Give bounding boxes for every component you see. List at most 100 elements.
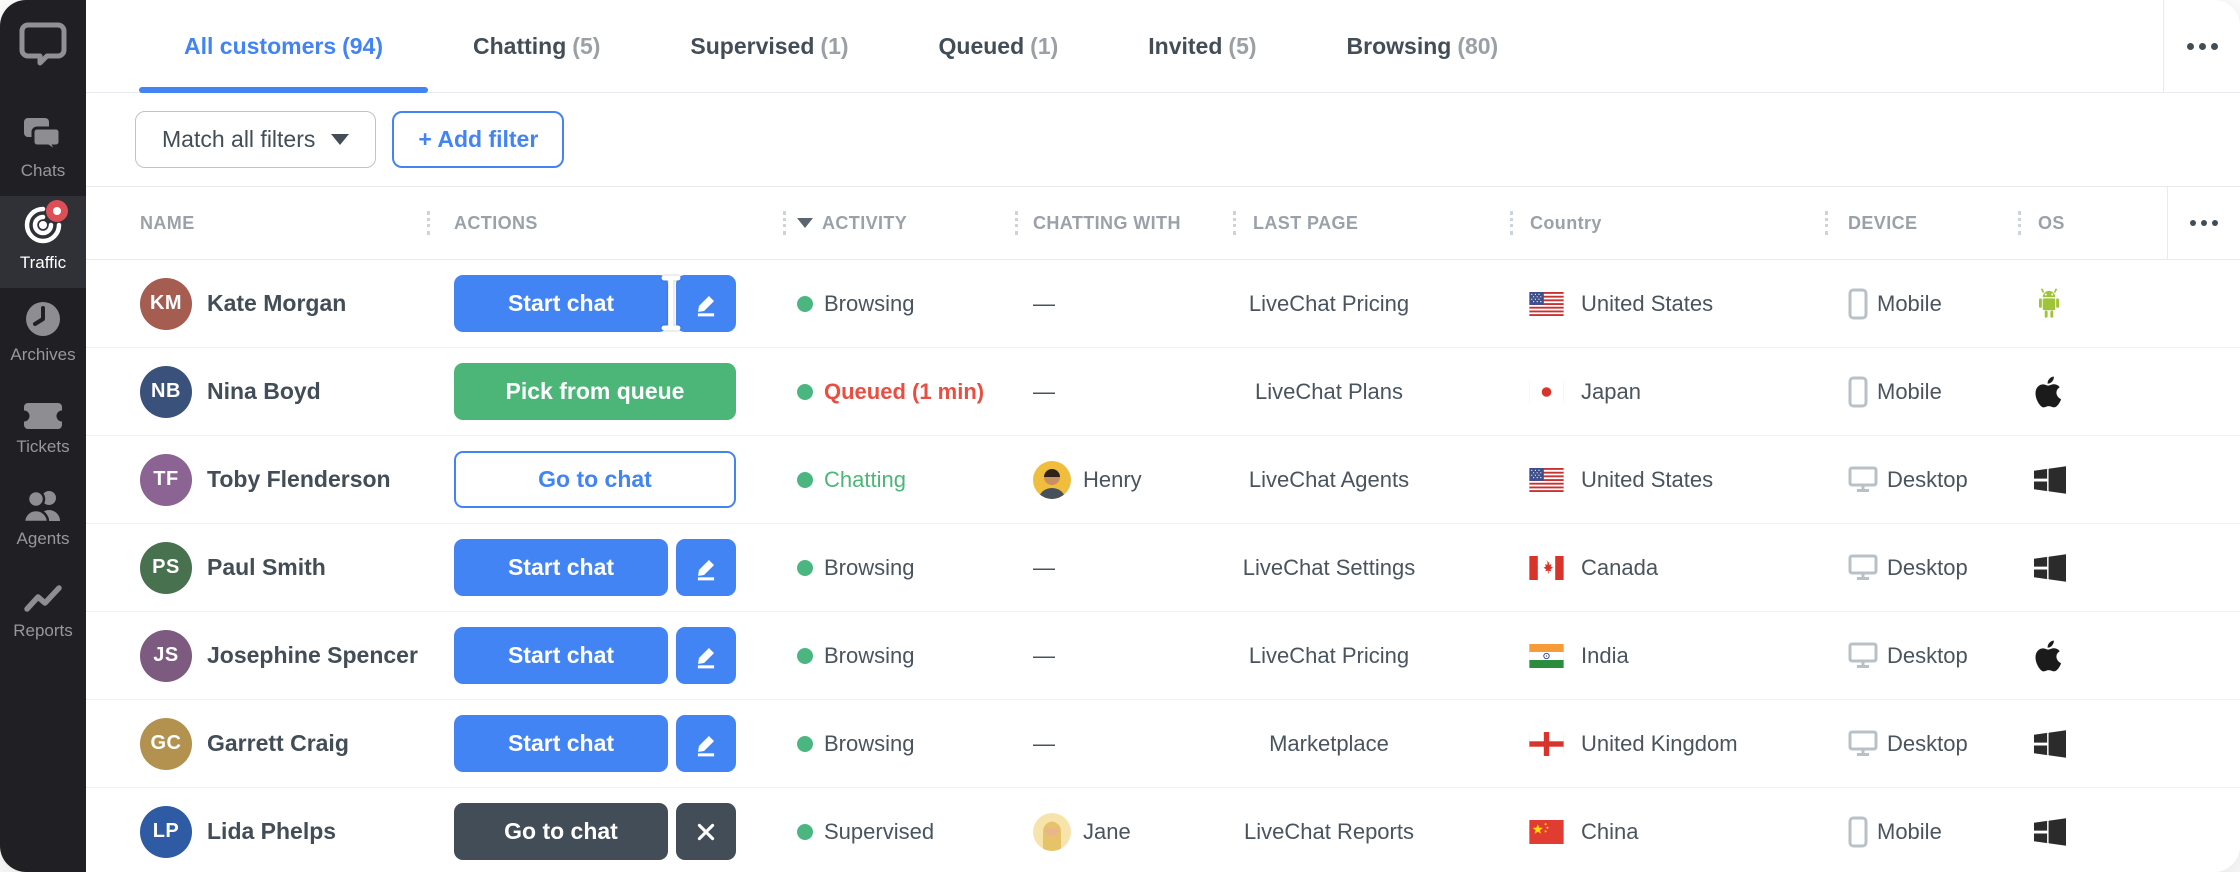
windows-icon (2034, 728, 2066, 760)
customer-name: Toby Flenderson (207, 466, 391, 492)
last-page: LiveChat Reports (1244, 818, 1414, 844)
chatting-with: Jane (1083, 818, 1131, 844)
customer-name: Lida Phelps (207, 818, 337, 844)
activity-status: Browsing (824, 554, 915, 580)
status-dot (797, 647, 813, 664)
device-label: Mobile (1877, 290, 1942, 316)
pencil-icon (693, 555, 719, 581)
sidebar-item-reports[interactable]: Reports (0, 564, 86, 656)
avatar: NB (140, 365, 192, 418)
last-page: LiveChat Pricing (1248, 642, 1410, 668)
status-dot (797, 735, 813, 752)
tabs-more-menu-button[interactable] (2163, 0, 2240, 92)
japan-flag-icon (1529, 379, 1564, 404)
start-chat-button[interactable]: Start chat (454, 715, 668, 772)
avatar: KM (140, 277, 192, 330)
sidebar-item-label: Archives (10, 345, 76, 364)
country-name: United Kingdom (1581, 730, 1738, 756)
agent-avatar (1033, 812, 1071, 851)
table-row[interactable]: GC Garrett Craig Start chat Browsing — M… (86, 700, 2240, 788)
tab-label: All customers (184, 32, 337, 59)
edit-button[interactable] (676, 715, 736, 772)
device-label: Mobile (1877, 818, 1942, 844)
country-name: Canada (1581, 554, 1659, 580)
three-dots-icon (2190, 220, 2218, 226)
start-chat-button[interactable]: Start chat (454, 627, 668, 684)
device-label: Mobile (1877, 378, 1942, 404)
column-header-os: OS (2018, 187, 2167, 259)
country-name: United States (1581, 290, 1714, 316)
column-header-chatting-with: CHATTING WITH (1015, 187, 1233, 259)
tab-count: (80) (1457, 32, 1499, 59)
sidebar-item-tickets[interactable]: Tickets (0, 380, 86, 472)
table-row[interactable]: PS Paul Smith Start chat Browsing — Live… (86, 524, 2240, 612)
sidebar-item-archives[interactable]: Archives (0, 288, 86, 380)
go-to-chat-button[interactable]: Go to chat (454, 451, 736, 508)
column-header-actions: ACTIONS (427, 187, 783, 259)
caret-down-icon (331, 134, 350, 145)
customer-name: Nina Boyd (207, 378, 321, 404)
apple-icon (2034, 375, 2062, 409)
close-supervision-button[interactable] (676, 803, 736, 860)
sidebar-item-label: Agents (16, 529, 70, 548)
status-dot (797, 559, 813, 576)
sidebar-item-agents[interactable]: Agents (0, 472, 86, 564)
start-chat-button[interactable]: Start chat (454, 275, 668, 332)
add-filter-button[interactable]: + Add filter (392, 111, 565, 168)
last-page: LiveChat Pricing (1248, 290, 1410, 316)
ticket-icon (0, 380, 86, 430)
us-flag-icon (1529, 291, 1564, 316)
pick-from-queue-button[interactable]: Pick from queue (454, 363, 736, 420)
filter-bar: Match all filters + Add filter (86, 93, 2240, 186)
pencil-icon (693, 731, 719, 757)
tab-chatting[interactable]: Chatting (5) (428, 0, 645, 92)
tab-count: (1) (820, 32, 849, 59)
edit-button[interactable] (676, 627, 736, 684)
monitor-icon (1848, 554, 1878, 581)
edit-button[interactable] (676, 275, 736, 332)
go-to-chat-button[interactable]: Go to chat (454, 803, 668, 860)
people-icon (0, 472, 86, 522)
tab-supervised[interactable]: Supervised (1) (645, 0, 893, 92)
avatar: TF (140, 453, 192, 506)
tab-browsing[interactable]: Browsing (80) (1302, 0, 1544, 92)
table-row[interactable]: LP Lida Phelps Go to chat Supervised Jan… (86, 788, 2240, 872)
edit-button[interactable] (676, 539, 736, 596)
tab-label: Browsing (1346, 32, 1452, 59)
tab-all-customers[interactable]: All customers (94) (139, 0, 429, 93)
column-header-name: NAME (140, 212, 195, 233)
avatar: LP (140, 805, 192, 858)
start-chat-button[interactable]: Start chat (454, 539, 668, 596)
chatting-with: — (1033, 642, 1055, 668)
table-row[interactable]: NB Nina Boyd Pick from queue Queued (1 m… (86, 348, 2240, 436)
table-row[interactable]: KM Kate Morgan Start chat Browsing — Liv… (86, 260, 2240, 348)
table-row[interactable]: TF Toby Flenderson Go to chat Chatting H… (86, 436, 2240, 524)
sidebar-item-label: Tickets (16, 437, 70, 456)
sidebar-item-label: Reports (13, 621, 73, 640)
last-page: LiveChat Settings (1242, 554, 1416, 580)
sidebar-item-label: Chats (20, 161, 66, 180)
table-row[interactable]: JS Josephine Spencer Start chat Browsing… (86, 612, 2240, 700)
monitor-icon (1848, 730, 1878, 757)
tab-count: (1) (1030, 32, 1059, 59)
windows-icon (2034, 816, 2066, 848)
india-flag-icon (1529, 643, 1564, 668)
android-icon (2034, 287, 2064, 321)
match-filters-label: Match all filters (162, 126, 316, 152)
tab-queued[interactable]: Queued (1) (894, 0, 1104, 92)
sidebar-item-traffic[interactable]: Traffic (0, 196, 86, 288)
text-ibeam-cursor (660, 274, 682, 332)
columns-menu-button[interactable] (2167, 187, 2240, 259)
main-content: All customers (94) Chatting (5) Supervis… (86, 0, 2240, 872)
sidebar-item-chats[interactable]: Chats (0, 104, 86, 196)
avatar: GC (140, 717, 192, 770)
livechat-logo-icon (0, 20, 86, 68)
column-header-activity[interactable]: ACTIVITY (783, 187, 1015, 259)
activity-status: Browsing (824, 290, 915, 316)
tab-invited[interactable]: Invited (5) (1103, 0, 1301, 92)
device-label: Desktop (1887, 642, 1968, 668)
match-filters-dropdown[interactable]: Match all filters (135, 111, 377, 168)
activity-status: Queued (1 min) (824, 378, 985, 404)
phone-icon (1848, 376, 1868, 408)
